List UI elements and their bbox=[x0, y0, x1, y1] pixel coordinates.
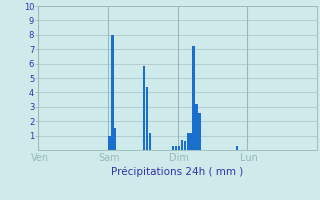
Bar bbox=[184, 141, 186, 150]
Bar bbox=[175, 146, 177, 150]
Bar bbox=[114, 128, 116, 150]
Bar bbox=[178, 146, 180, 150]
Bar bbox=[143, 66, 146, 150]
Bar bbox=[146, 87, 148, 150]
Bar bbox=[111, 35, 114, 150]
Bar bbox=[195, 104, 198, 150]
Bar bbox=[181, 140, 183, 150]
Bar bbox=[236, 146, 238, 150]
Bar bbox=[149, 133, 151, 150]
Bar bbox=[192, 46, 195, 150]
Bar bbox=[172, 146, 174, 150]
X-axis label: Précipitations 24h ( mm ): Précipitations 24h ( mm ) bbox=[111, 167, 244, 177]
Bar bbox=[189, 133, 192, 150]
Bar bbox=[187, 133, 189, 150]
Bar bbox=[198, 113, 201, 150]
Bar bbox=[108, 136, 111, 150]
